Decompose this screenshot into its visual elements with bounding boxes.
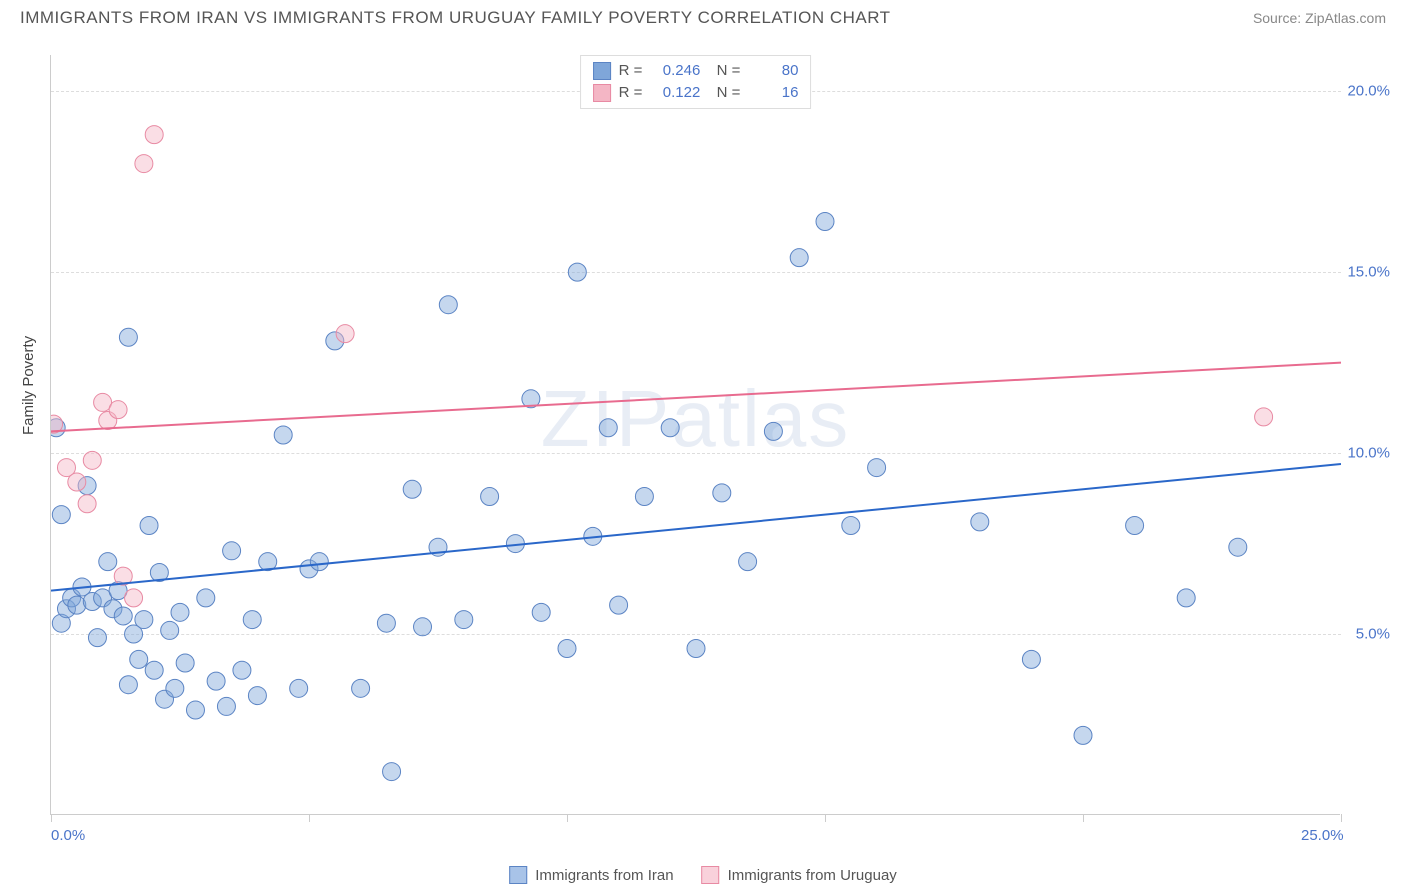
data-point — [119, 676, 137, 694]
data-point — [114, 607, 132, 625]
x-tick — [51, 814, 52, 822]
data-point — [125, 589, 143, 607]
data-point — [1255, 408, 1273, 426]
x-tick-label: 0.0% — [51, 827, 85, 844]
data-point — [403, 480, 421, 498]
data-point — [140, 516, 158, 534]
data-point — [687, 640, 705, 658]
data-point — [243, 611, 261, 629]
data-point — [186, 701, 204, 719]
legend-row-iran: R = 0.246 N = 80 — [593, 60, 799, 82]
data-point — [336, 325, 354, 343]
data-point — [145, 661, 163, 679]
data-point — [248, 687, 266, 705]
data-point — [310, 553, 328, 571]
x-tick — [1083, 814, 1084, 822]
series-legend: Immigrants from Iran Immigrants from Uru… — [509, 866, 897, 884]
data-point — [223, 542, 241, 560]
y-tick-label: 5.0% — [1356, 626, 1390, 643]
data-point — [610, 596, 628, 614]
data-point — [661, 419, 679, 437]
data-point — [290, 679, 308, 697]
data-point — [599, 419, 617, 437]
swatch-uruguay-icon — [702, 866, 720, 884]
data-point — [119, 328, 137, 346]
trend-line — [51, 363, 1341, 432]
y-tick-label: 20.0% — [1347, 83, 1390, 100]
data-point — [166, 679, 184, 697]
data-point — [790, 249, 808, 267]
swatch-iran-icon — [509, 866, 527, 884]
source-attribution: Source: ZipAtlas.com — [1253, 10, 1386, 26]
data-point — [109, 401, 127, 419]
data-point — [233, 661, 251, 679]
data-point — [1229, 538, 1247, 556]
data-point — [1126, 516, 1144, 534]
data-point — [274, 426, 292, 444]
data-point — [414, 618, 432, 636]
legend-item-iran: Immigrants from Iran — [509, 866, 673, 884]
data-point — [130, 650, 148, 668]
data-point — [217, 697, 235, 715]
trend-line — [51, 464, 1341, 591]
data-point — [816, 212, 834, 230]
data-point — [88, 629, 106, 647]
data-point — [68, 596, 86, 614]
data-point — [176, 654, 194, 672]
data-point — [868, 459, 886, 477]
x-tick-label: 25.0% — [1301, 827, 1344, 844]
data-point — [1074, 726, 1092, 744]
data-point — [135, 155, 153, 173]
y-tick-label: 15.0% — [1347, 264, 1390, 281]
legend-item-uruguay: Immigrants from Uruguay — [702, 866, 897, 884]
swatch-iran — [593, 62, 611, 80]
chart-header: IMMIGRANTS FROM IRAN VS IMMIGRANTS FROM … — [0, 0, 1406, 32]
x-tick — [567, 814, 568, 822]
data-point — [455, 611, 473, 629]
data-point — [68, 473, 86, 491]
data-point — [558, 640, 576, 658]
correlation-legend: R = 0.246 N = 80 R = 0.122 N = 16 — [580, 55, 812, 109]
y-axis-label: Family Poverty — [20, 336, 37, 435]
chart-area: Family Poverty ZIPatlas R = 0.246 N = 80… — [50, 55, 1390, 815]
data-point — [171, 603, 189, 621]
data-point — [842, 516, 860, 534]
data-point — [739, 553, 757, 571]
data-point — [145, 126, 163, 144]
data-point — [135, 611, 153, 629]
data-point — [207, 672, 225, 690]
data-point — [1177, 589, 1195, 607]
data-point — [383, 763, 401, 781]
swatch-uruguay — [593, 84, 611, 102]
x-tick — [825, 814, 826, 822]
data-point — [352, 679, 370, 697]
x-tick — [1341, 814, 1342, 822]
data-point — [635, 488, 653, 506]
data-point — [971, 513, 989, 531]
data-point — [764, 422, 782, 440]
plot-box: ZIPatlas R = 0.246 N = 80 R = 0.122 N = … — [50, 55, 1340, 815]
scatter-plot — [51, 55, 1341, 815]
data-point — [1022, 650, 1040, 668]
data-point — [83, 451, 101, 469]
data-point — [52, 506, 70, 524]
data-point — [78, 495, 96, 513]
data-point — [568, 263, 586, 281]
x-tick — [309, 814, 310, 822]
data-point — [713, 484, 731, 502]
data-point — [377, 614, 395, 632]
data-point — [99, 553, 117, 571]
data-point — [197, 589, 215, 607]
data-point — [481, 488, 499, 506]
y-tick-label: 10.0% — [1347, 445, 1390, 462]
legend-row-uruguay: R = 0.122 N = 16 — [593, 82, 799, 104]
data-point — [161, 621, 179, 639]
chart-title: IMMIGRANTS FROM IRAN VS IMMIGRANTS FROM … — [20, 8, 891, 28]
data-point — [439, 296, 457, 314]
data-point — [532, 603, 550, 621]
